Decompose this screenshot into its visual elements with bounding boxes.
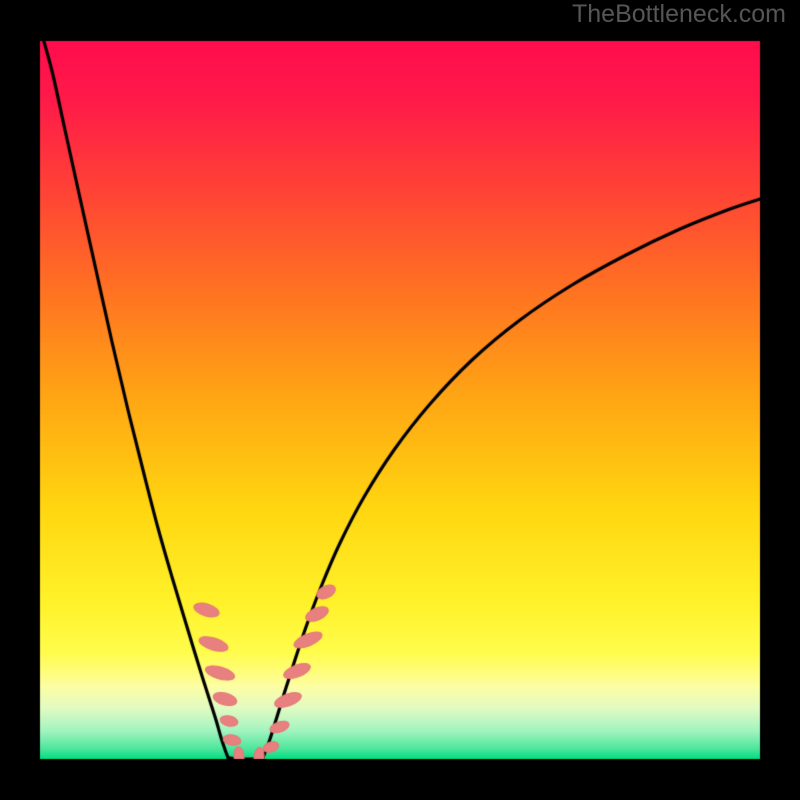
chart-stage: TheBottleneck.com: [0, 0, 800, 800]
chart-canvas: [0, 0, 800, 800]
